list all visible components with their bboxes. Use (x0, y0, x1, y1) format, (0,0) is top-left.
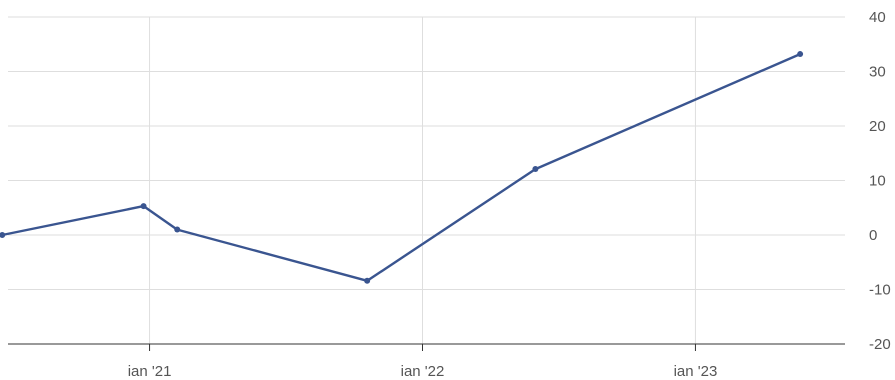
y-tick-label: -20 (869, 336, 891, 353)
y-tick-label: 30 (869, 64, 886, 81)
x-axis-ticks: ian '21 ian '22 ian '23 (128, 344, 718, 380)
y-tick-label: 10 (869, 173, 886, 190)
data-point[interactable] (174, 226, 181, 233)
x-tick-label: ian '21 (128, 363, 172, 380)
y-axis-ticks: -20 -10 0 10 20 30 40 (869, 9, 891, 353)
x-tick-label: ian '22 (401, 363, 445, 380)
y-tick-label: 20 (869, 118, 886, 135)
horizontal-gridlines (8, 16, 845, 290)
data-point[interactable] (0, 232, 6, 238)
data-point[interactable] (364, 277, 371, 284)
y-tick-label: 0 (869, 227, 877, 244)
data-point[interactable] (140, 203, 147, 210)
y-tick-label: 40 (869, 9, 886, 26)
y-tick-label: -10 (869, 282, 891, 299)
series-layer (0, 51, 804, 284)
x-tick-label: ian '23 (674, 363, 718, 380)
data-point[interactable] (797, 51, 804, 58)
series-line (1, 52, 802, 282)
data-point[interactable] (532, 166, 539, 173)
